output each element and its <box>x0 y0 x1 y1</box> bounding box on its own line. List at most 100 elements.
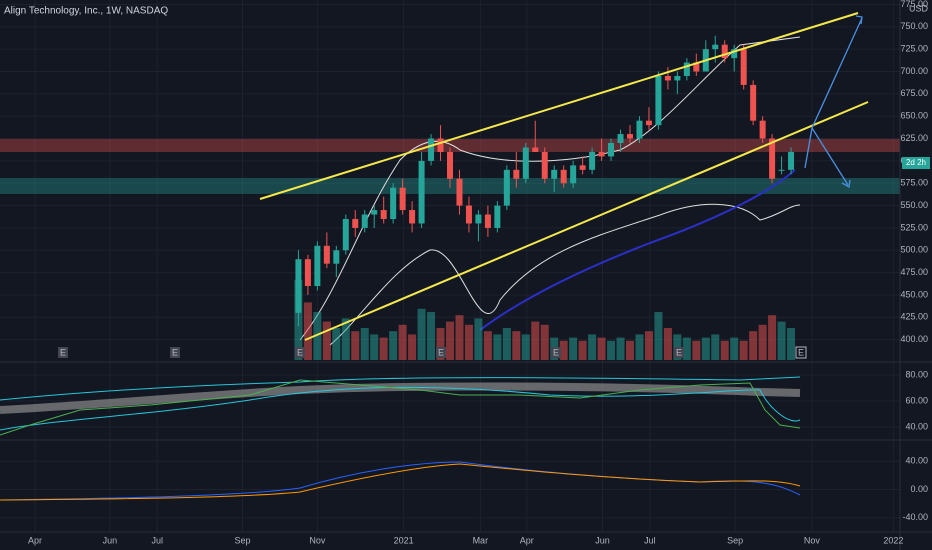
candle-body <box>323 245 330 264</box>
volume-bar <box>446 321 454 360</box>
channel-lower <box>304 101 869 341</box>
volume-bar <box>588 334 597 360</box>
earnings-label: E <box>60 347 66 357</box>
candle-body <box>750 84 757 121</box>
moving-average <box>479 169 796 331</box>
candle-body <box>617 134 624 144</box>
rsi-lower <box>0 386 801 431</box>
y-tick-label: 500.00 <box>900 245 928 255</box>
candle-body <box>731 49 738 59</box>
candle-body <box>342 218 349 251</box>
candle-body <box>333 250 340 264</box>
candle-body <box>456 178 463 206</box>
candle-body <box>465 205 472 224</box>
y-tick-label: 425.00 <box>900 312 928 322</box>
y-tick-label: 450.00 <box>900 289 928 299</box>
earnings-label: E <box>798 347 804 357</box>
volume-bar <box>360 328 369 360</box>
volume-bar <box>303 302 312 360</box>
earnings-box <box>674 347 684 358</box>
candle-body <box>721 44 728 59</box>
volume-bar <box>436 328 445 360</box>
candle-body <box>399 187 406 211</box>
y-tick-label: 775.00 <box>900 0 928 9</box>
candle-body <box>788 151 795 170</box>
volume-bar <box>313 312 322 360</box>
x-tick-label: Jun <box>103 535 118 545</box>
earnings-label: E <box>172 347 178 357</box>
y-tick-label: 575.00 <box>900 178 928 188</box>
volume-bar <box>483 331 492 360</box>
x-tick-label: Jul <box>152 535 164 545</box>
candle-body <box>484 214 491 228</box>
y-tick-label: 60.00 <box>905 395 928 405</box>
earnings-box <box>58 347 68 358</box>
candle-body <box>428 138 435 161</box>
candle-body <box>475 214 482 224</box>
volume-bar <box>493 334 502 360</box>
y-tick-label: 80.00 <box>905 369 928 379</box>
candle-body <box>361 214 368 228</box>
candle-body <box>380 210 387 219</box>
candle-body <box>759 120 766 139</box>
candle-body <box>522 147 529 179</box>
volume-bar <box>341 318 350 360</box>
candle-body <box>655 75 662 126</box>
y-tick-label: 0.00 <box>910 484 928 494</box>
volume-bar <box>682 337 691 360</box>
volume-bar <box>607 340 616 360</box>
rsi-band <box>0 382 801 414</box>
x-tick-label: Jun <box>595 535 610 545</box>
volume-bar <box>559 340 568 360</box>
volume-bar <box>322 321 331 360</box>
earnings-box <box>295 347 305 358</box>
volume-bar <box>474 318 483 360</box>
volume-bar <box>616 337 625 360</box>
earnings-label: E <box>438 347 444 357</box>
x-tick-label: 2021 <box>394 535 414 545</box>
candles <box>294 35 796 360</box>
y-tick-label: -40.00 <box>902 512 928 522</box>
volume-bar <box>389 331 398 360</box>
volume-bar <box>635 334 644 360</box>
volume-bar <box>787 328 796 360</box>
y-tick-label: 675.00 <box>900 88 928 98</box>
x-tick-label: Apr <box>28 535 42 545</box>
candle-body <box>352 218 359 228</box>
volume-bar <box>417 308 426 360</box>
candle-body <box>674 75 681 81</box>
candle-body <box>513 169 520 179</box>
volume-bar <box>777 321 786 360</box>
volume-bar <box>569 337 578 360</box>
currency: USD <box>909 3 929 13</box>
countdown-tag <box>902 157 930 169</box>
candle-body <box>295 259 302 313</box>
candle-body <box>778 169 785 171</box>
rsi-line <box>0 379 801 436</box>
volume-bar <box>720 340 729 360</box>
candle-body <box>390 187 397 219</box>
candle-body <box>683 62 690 76</box>
candle-body <box>409 210 416 224</box>
volume-bar <box>512 331 521 360</box>
countdown: 2d 2h <box>906 158 926 167</box>
y-tick-label: 475.00 <box>900 267 928 277</box>
volume-bar <box>370 334 379 360</box>
volume-bar <box>379 337 388 360</box>
candle-body <box>418 160 425 224</box>
candle-body <box>693 62 700 72</box>
candle-body <box>589 151 596 170</box>
volume-bar <box>758 324 767 360</box>
candle-body <box>636 120 643 139</box>
projection-down <box>811 127 849 186</box>
volume-bar <box>626 340 634 360</box>
volume-bar <box>578 340 587 360</box>
volume-bar <box>739 340 748 360</box>
x-tick-label: Sep <box>727 535 743 545</box>
earnings-label: E <box>553 347 559 357</box>
grid-layer <box>0 0 900 532</box>
y-tick-label: 750.00 <box>900 21 928 31</box>
volume-bar <box>408 334 417 360</box>
y-tick-label: 525.00 <box>900 222 928 232</box>
